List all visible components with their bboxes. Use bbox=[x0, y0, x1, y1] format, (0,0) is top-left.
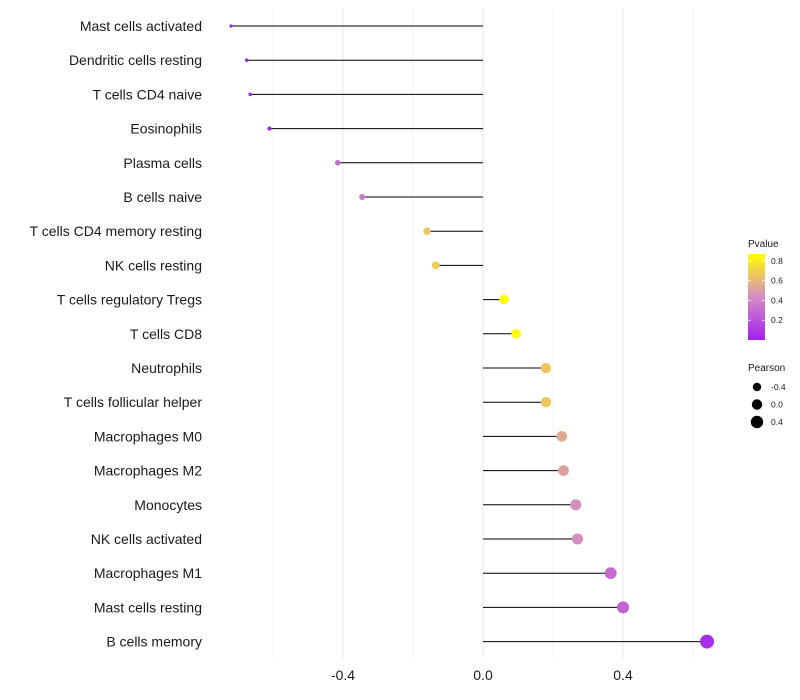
category-labels: Mast cells activated Dendritic cells rest… bbox=[30, 18, 203, 650]
size-legend-dot bbox=[751, 399, 763, 410]
data-point bbox=[267, 126, 272, 131]
size-legend-label: -0.4 bbox=[771, 382, 786, 392]
data-point bbox=[540, 397, 552, 408]
category-label: B cells naive bbox=[123, 189, 202, 205]
category-label: T cells regulatory Tregs bbox=[57, 292, 202, 308]
data-point bbox=[423, 227, 431, 236]
data-point bbox=[359, 193, 366, 201]
color-legend-tick-label: 0.8 bbox=[771, 256, 783, 266]
color-legend-tick-label: 0.6 bbox=[771, 276, 783, 286]
x-tick-label: 0.4 bbox=[613, 667, 633, 683]
legends: Pvalue 0.8 0.6 0.4 0.2 Pearson -0.4 0.0 0.4 bbox=[748, 239, 786, 429]
data-point bbox=[244, 58, 249, 62]
size-legend-entries: -0.4 0.0 0.4 bbox=[750, 382, 786, 429]
x-tick-label: -0.4 bbox=[331, 667, 355, 683]
data-point bbox=[570, 499, 582, 511]
data-point bbox=[558, 465, 569, 476]
data-point bbox=[571, 533, 584, 545]
data-point bbox=[556, 431, 568, 442]
category-label: Plasma cells bbox=[123, 155, 202, 171]
stems bbox=[231, 25, 707, 643]
category-label: Macrophages M1 bbox=[94, 565, 202, 581]
data-point bbox=[540, 362, 552, 374]
x-tick-label: 0.0 bbox=[473, 667, 493, 683]
color-legend-ticks: 0.8 0.6 0.4 0.2 bbox=[748, 256, 783, 325]
category-label: Macrophages M2 bbox=[94, 463, 202, 479]
category-label: T cells follicular helper bbox=[64, 394, 203, 410]
category-label: Neutrophils bbox=[131, 360, 202, 376]
color-legend-bar bbox=[748, 254, 765, 340]
category-label: Mast cells resting bbox=[94, 599, 202, 615]
category-label: T cells CD8 bbox=[130, 326, 202, 342]
category-label: Macrophages M0 bbox=[94, 428, 202, 444]
color-legend-title: Pvalue bbox=[748, 239, 779, 250]
size-legend-title: Pearson bbox=[748, 363, 785, 374]
size-legend-dot bbox=[752, 382, 762, 392]
size-legend-label: 0.4 bbox=[771, 417, 783, 427]
category-label: T cells CD4 memory resting bbox=[30, 223, 202, 239]
data-point bbox=[604, 567, 617, 580]
category-label: Dendritic cells resting bbox=[69, 52, 202, 68]
category-label: T cells CD4 naive bbox=[93, 86, 203, 102]
points bbox=[229, 24, 714, 649]
data-point bbox=[334, 159, 341, 166]
data-point bbox=[616, 601, 630, 614]
grid-lines bbox=[272, 8, 694, 658]
data-point bbox=[700, 634, 714, 649]
size-legend-label: 0.0 bbox=[771, 400, 783, 410]
category-label: NK cells activated bbox=[91, 531, 202, 547]
color-legend-tick-label: 0.2 bbox=[771, 315, 783, 325]
x-axis-tick-labels: -0.4 0.0 0.4 bbox=[331, 667, 633, 683]
data-point bbox=[511, 328, 522, 339]
category-label: NK cells resting bbox=[105, 257, 202, 273]
category-label: Eosinophils bbox=[130, 121, 202, 137]
data-point bbox=[248, 92, 253, 97]
color-legend-tick-label: 0.4 bbox=[771, 295, 783, 305]
data-point bbox=[499, 294, 509, 305]
category-label: Mast cells activated bbox=[80, 18, 202, 34]
data-point bbox=[431, 261, 440, 270]
data-point bbox=[229, 24, 233, 28]
category-label: B cells memory bbox=[106, 634, 202, 650]
size-legend-dot bbox=[750, 415, 764, 429]
category-label: Monocytes bbox=[134, 497, 202, 513]
